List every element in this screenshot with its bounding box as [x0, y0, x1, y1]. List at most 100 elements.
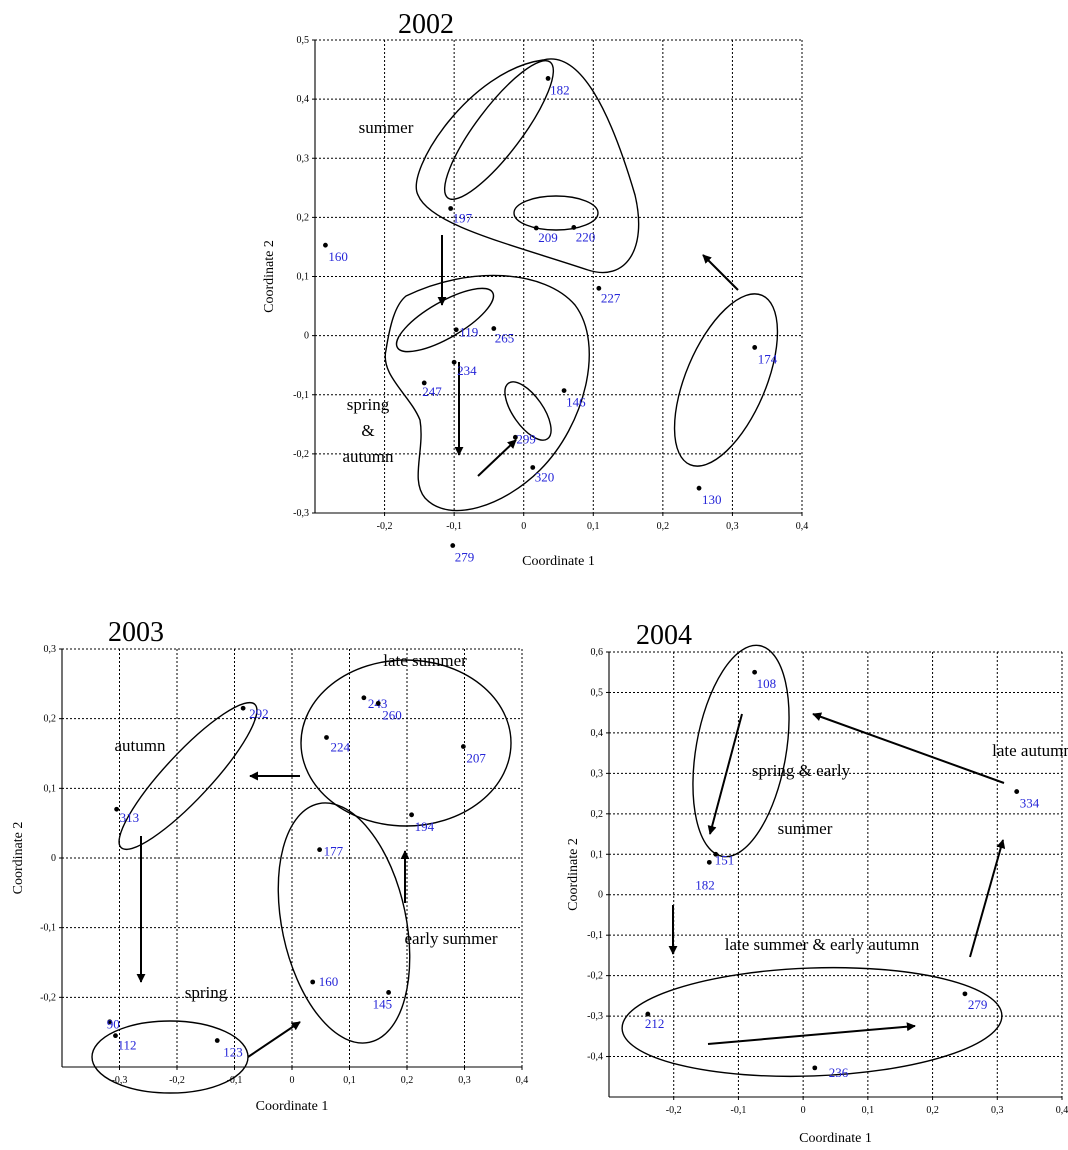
point-label: 112: [117, 1038, 136, 1053]
y-tick-label: 0: [598, 890, 603, 901]
panel-2002: -0,2 -0,1 0 0,1 0,2 0,3 0,4 -0,3 -0,2 -0,1 0 0,1 0,2…: [262, 9, 808, 569]
data-point: [323, 242, 328, 248]
point-label: 224: [331, 739, 351, 754]
point-label: 279: [968, 997, 988, 1012]
season-annotation: spring: [347, 395, 390, 414]
point-label: 177: [324, 844, 344, 859]
point-label: 123: [223, 1045, 243, 1060]
point-label: 174: [758, 351, 778, 366]
data-point: [375, 700, 381, 706]
data-point: [512, 434, 518, 440]
data-point: [386, 990, 391, 995]
point-label: 234: [457, 363, 477, 378]
data-point: [752, 669, 758, 675]
data-point: [571, 225, 577, 230]
y-tick-label: 0,2: [44, 714, 57, 725]
group-outline: [384, 274, 590, 512]
x-tick-label: -0,3: [112, 1075, 128, 1086]
data-point: [361, 695, 367, 701]
point-label: 260: [382, 707, 402, 722]
grouping-loops: [621, 644, 1003, 1078]
x-tick-label: 0,4: [1056, 1105, 1068, 1116]
point-label: 236: [829, 1065, 849, 1080]
point-label: 292: [249, 706, 269, 721]
point-label: 197: [453, 211, 473, 226]
point-label: 227: [601, 290, 621, 305]
arrow: [812, 712, 1005, 784]
point-label: 160: [319, 974, 339, 989]
x-axis-label: Coordinate 1: [256, 1099, 329, 1114]
x-tick-label: 0,2: [657, 521, 670, 532]
x-tick-label: 0,4: [796, 521, 809, 532]
data-point: [596, 285, 602, 291]
group-outline: [443, 60, 555, 200]
group-outline: [513, 195, 599, 231]
data-point: [713, 851, 719, 857]
season-annotation: spring: [185, 983, 228, 1002]
point-label: 207: [466, 751, 486, 766]
x-tick-label: -0,2: [169, 1075, 185, 1086]
point-label: 299: [516, 431, 536, 446]
point-label: 220: [576, 229, 596, 244]
data-point: [561, 388, 567, 394]
x-axis-label: Coordinate 1: [799, 1131, 872, 1146]
data-point: [460, 744, 466, 749]
data-point: [706, 859, 712, 865]
group-outline: [504, 381, 552, 441]
y-tick-label: 0,4: [591, 728, 604, 739]
data-point: [491, 326, 497, 331]
y-axis-label: Coordinate 2: [262, 240, 277, 313]
data-point: [545, 76, 551, 81]
arrow: [707, 1022, 916, 1045]
y-axis-label: Coordinate 2: [11, 822, 26, 895]
panel-2004: -0,2 -0,1 0 0,1 0,2 0,3 0,4 -0,4 -0,3 -0,2 -0,1 0 0,…: [566, 620, 1068, 1146]
x-tick-label: -0,2: [666, 1105, 682, 1116]
point-label: 334: [1020, 796, 1040, 811]
point-label: 320: [535, 469, 555, 484]
arrow: [477, 439, 517, 477]
y-tick-label: -0,1: [293, 390, 309, 401]
group-outline: [673, 293, 779, 467]
y-tick-label: -0,2: [40, 992, 56, 1003]
y-tick-label: 0,2: [297, 212, 310, 223]
panel-title: 2002: [398, 9, 454, 40]
panel-title: 2003: [108, 617, 164, 648]
season-annotation: summer: [359, 118, 414, 137]
x-tick-label: 0,2: [926, 1105, 939, 1116]
point-label: 108: [757, 676, 777, 691]
y-tick-label: 0,1: [297, 272, 310, 283]
point-label: 119: [459, 325, 478, 340]
x-tick-label: 0: [521, 521, 526, 532]
point-label: 247: [422, 384, 442, 399]
y-tick-label: 0,1: [591, 849, 604, 860]
x-tick-label: 0: [801, 1105, 806, 1116]
season-annotation: late autumn: [992, 741, 1068, 760]
data-point: [421, 380, 427, 386]
season-annotation: autumn: [115, 736, 166, 755]
y-tick-label: 0,3: [44, 644, 57, 655]
data-point: [696, 485, 702, 491]
season-annotation: autumn: [343, 447, 394, 466]
season-annotation: spring & early: [752, 761, 851, 780]
arrow: [247, 1021, 301, 1058]
x-tick-label: -0,1: [446, 521, 462, 532]
y-axis-label: Coordinate 2: [566, 838, 581, 911]
data-point: [409, 812, 414, 818]
panel-2003: -0,3 -0,2 -0,1 0 0,1 0,2 0,3 0,4 -0,2 -0,1 0 0,1 0,2…: [11, 617, 528, 1114]
point-label: 313: [120, 810, 140, 825]
data-point: [240, 705, 246, 711]
point-label: 209: [538, 230, 558, 245]
y-tick-label: -0,4: [587, 1052, 603, 1063]
data-point: [533, 225, 539, 231]
point-label: 160: [328, 249, 348, 264]
data-point: [113, 1033, 118, 1039]
data-point: [448, 206, 454, 211]
x-axis-label: Coordinate 1: [522, 554, 595, 569]
y-tick-label: 0: [51, 853, 56, 864]
data-point: [107, 1019, 113, 1025]
x-tick-label: 0,1: [587, 521, 600, 532]
y-tick-label: 0,6: [591, 647, 604, 658]
point-label: 151: [715, 852, 735, 867]
y-tick-label: 0,4: [297, 94, 310, 105]
data-point: [962, 991, 968, 997]
